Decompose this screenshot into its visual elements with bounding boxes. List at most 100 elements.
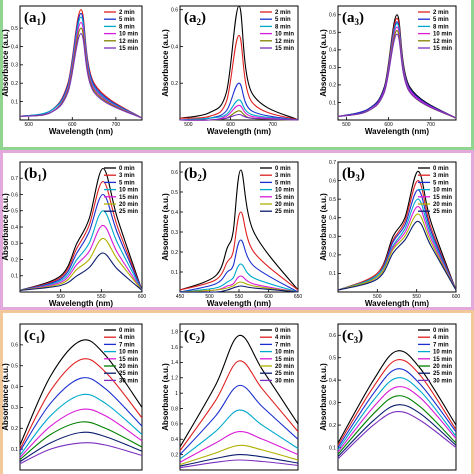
panel-label: (a3) xyxy=(342,10,364,27)
y-tick-label: 0.4 xyxy=(11,225,18,231)
y-tick-label: 0.5 xyxy=(11,364,18,370)
y-tick-label: 0.1 xyxy=(11,447,18,453)
series-line xyxy=(19,33,143,119)
legend-label: 10 min xyxy=(275,32,294,38)
legend-label: 15 min xyxy=(275,46,294,52)
x-tick-label: 600 xyxy=(138,294,147,300)
y-tick-label: 0.3 xyxy=(11,63,18,69)
y-tick-label: 0.2 xyxy=(171,81,178,87)
y-tick-label: 0.5 xyxy=(11,26,18,32)
legend-label: 5 min xyxy=(275,180,291,186)
panel-label-close: ) xyxy=(201,10,206,26)
y-tick-label: 1.6 xyxy=(171,345,178,351)
panel-label-close: ) xyxy=(41,10,46,26)
panel-label-close: ) xyxy=(358,328,363,344)
legend-label: 4 min xyxy=(275,335,291,341)
x-tick-label: 550 xyxy=(235,294,244,300)
legend-label: 5 min xyxy=(433,17,449,23)
series-line xyxy=(179,34,299,121)
y-tick-label: 0.1 xyxy=(329,271,336,277)
spectrum-panel: 0.1 0.2 0.3 0.4 0.5 0.6 0.7 500 550 600 Wavelength… xyxy=(1,161,146,308)
series-line xyxy=(337,395,457,455)
panel-label-letter: (b xyxy=(184,166,197,182)
y-tick-label: 0.7 xyxy=(329,160,336,166)
panel-label-letter: (c xyxy=(184,328,196,344)
series-line xyxy=(19,224,143,291)
series-line xyxy=(19,252,143,291)
spectrum-panel: 0.1 0.2 0.3 0.4 0.5 0.6 0.7 500 550 600 Wavelength… xyxy=(319,160,460,308)
panel-label-letter: (b xyxy=(342,166,355,182)
series-line xyxy=(179,5,299,121)
y-tick-label: 1.8 xyxy=(171,329,178,335)
legend-label: 2 min xyxy=(119,10,135,16)
legend-label: 10 min xyxy=(119,188,138,194)
x-tick-label: 600 xyxy=(264,294,273,300)
x-tick-label: 500 xyxy=(342,122,351,128)
y-axis-label: Absorbance (a.u.) xyxy=(1,363,10,431)
y-tick-label: 0.5 xyxy=(329,197,336,203)
series-line xyxy=(19,16,143,119)
panel-label: (a2) xyxy=(184,10,206,27)
legend-label: 0 min xyxy=(275,166,291,172)
series-line xyxy=(179,334,299,448)
x-axis-label: Wavelength (nm) xyxy=(365,127,429,136)
legend-label: 0 min xyxy=(119,166,135,172)
panel-label-letter: (a xyxy=(24,10,37,26)
x-axis-label: Wavelength (nm) xyxy=(365,299,429,308)
series-line xyxy=(337,213,457,291)
y-tick-label: 0.6 xyxy=(11,192,18,198)
y-tick-label: 0.3 xyxy=(171,230,178,236)
panel-label-index: 3 xyxy=(355,173,360,183)
plot-frame xyxy=(337,5,457,121)
series-line xyxy=(337,359,457,446)
x-tick-label: 550 xyxy=(412,294,421,300)
panel-label-letter: (a xyxy=(342,10,355,26)
y-tick-label: 0.4 xyxy=(329,216,336,222)
x-tick-label: 700 xyxy=(269,122,278,128)
legend-label: 20 min xyxy=(119,364,138,370)
plot-frame xyxy=(19,323,143,471)
legend-label: 20 min xyxy=(275,202,294,208)
series-line xyxy=(337,386,457,453)
legend-label: 10 min xyxy=(433,188,452,194)
series-line xyxy=(179,431,299,463)
legend-label: 30 min xyxy=(119,378,138,384)
panel-label-letter: (c xyxy=(342,328,354,344)
panel-label-letter: (c xyxy=(24,328,36,344)
series-line xyxy=(337,404,457,457)
legend-label: 15 min xyxy=(119,195,138,201)
panel-label: (c2) xyxy=(184,328,205,345)
legend-label: 3 min xyxy=(433,173,449,179)
y-tick-label: 0.2 xyxy=(171,250,178,256)
x-tick-label: 500 xyxy=(373,294,382,300)
legend-label: 0 min xyxy=(275,328,291,334)
y-tick-label: 0.1 xyxy=(171,270,178,276)
legend-label: 20 min xyxy=(433,364,452,370)
panel-label-close: ) xyxy=(200,328,205,344)
legend-label: 25 min xyxy=(433,209,452,215)
y-tick-label: 1.4 xyxy=(171,360,178,366)
y-tick-label: 0.5 xyxy=(11,209,18,215)
legend-label: 25 min xyxy=(119,209,138,215)
panel-label: (b2) xyxy=(184,166,207,183)
panel-label: (c3) xyxy=(342,328,363,345)
panel-label-index: 3 xyxy=(355,17,360,27)
y-tick-label: 0.2 xyxy=(11,257,18,263)
x-tick-label: 700 xyxy=(112,122,121,128)
y-tick-label: 0.2 xyxy=(329,253,336,259)
series-line xyxy=(19,377,143,452)
y-tick-label: 0.5 xyxy=(329,30,336,36)
x-tick-label: 500 xyxy=(25,122,34,128)
y-tick-label: 0.2 xyxy=(11,426,18,432)
series-line xyxy=(19,210,143,291)
series-line xyxy=(19,339,143,446)
spectrum-panel: 0.1 0.2 0.3 0.4 0.5 0.6 Absorbance (a.u.) 0 min… xyxy=(1,323,143,471)
panel-label-close: ) xyxy=(202,166,207,182)
y-tick-label: 0.4 xyxy=(329,48,336,54)
spectrum-panel: 0.1 0.2 0.3 0.4 0.5 0.6 Absorbance (a.u.) 0 min… xyxy=(319,323,457,471)
legend-label: 8 min xyxy=(275,24,291,30)
